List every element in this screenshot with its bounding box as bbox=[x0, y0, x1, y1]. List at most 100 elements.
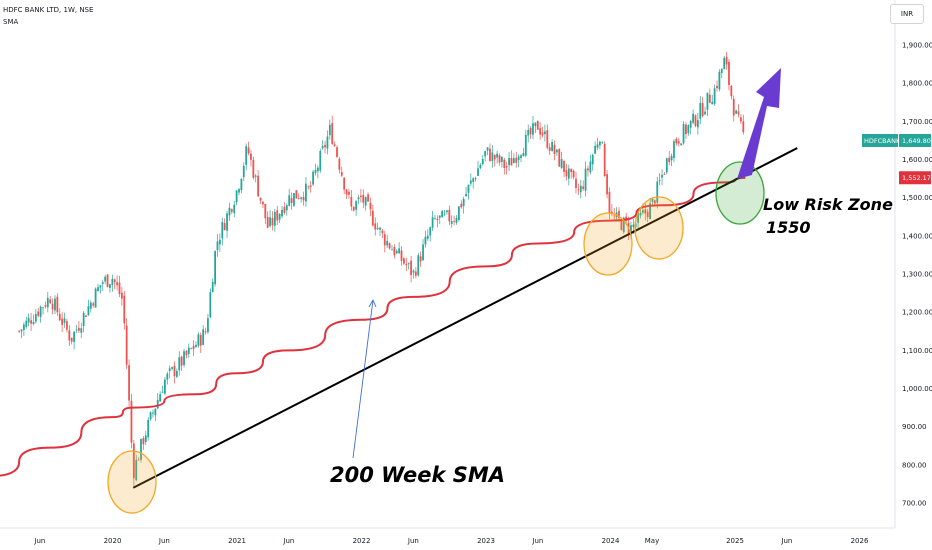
candle-body bbox=[677, 141, 680, 144]
candle-body bbox=[173, 365, 176, 377]
candle-body bbox=[132, 443, 135, 479]
candle-body bbox=[544, 131, 546, 135]
candle-body bbox=[379, 227, 381, 230]
candle-body bbox=[307, 186, 310, 188]
candle-body bbox=[283, 207, 286, 213]
candle-body bbox=[608, 191, 611, 214]
x-tick-label: 2026 bbox=[851, 537, 869, 545]
candle-body bbox=[61, 318, 64, 325]
x-tick-label: 2025 bbox=[726, 537, 744, 545]
candle-body bbox=[309, 185, 312, 187]
candle-body bbox=[281, 209, 283, 217]
candle-body bbox=[742, 121, 745, 133]
candle-body bbox=[230, 209, 233, 212]
candle-body bbox=[288, 195, 291, 206]
candle-body bbox=[130, 400, 133, 443]
candle-body bbox=[250, 153, 252, 160]
candle-body bbox=[718, 71, 721, 90]
currency-button[interactable]: INR bbox=[890, 4, 924, 24]
candle-body bbox=[632, 224, 635, 227]
candle-body bbox=[682, 124, 685, 144]
candle-body bbox=[732, 98, 735, 116]
indicator-label[interactable]: SMA bbox=[3, 18, 19, 26]
candle-body bbox=[501, 157, 503, 162]
y-tick-label: 900.00 bbox=[902, 423, 927, 431]
candle-body bbox=[637, 212, 640, 223]
candle-body bbox=[448, 209, 451, 222]
candle-body bbox=[587, 168, 589, 171]
candle-body bbox=[383, 234, 386, 246]
candle-body bbox=[505, 166, 508, 168]
candle-body bbox=[180, 356, 183, 366]
sma-value-label: 1,552.17 bbox=[902, 174, 931, 182]
candle-body bbox=[32, 321, 35, 324]
candle-body bbox=[321, 146, 324, 149]
candle-body bbox=[295, 190, 298, 199]
y-tick-label: 1,700.00 bbox=[902, 118, 932, 126]
candle-body bbox=[541, 132, 544, 136]
candle-body bbox=[555, 149, 558, 153]
candle-body bbox=[622, 217, 625, 233]
candle-body bbox=[374, 223, 377, 230]
candle-body bbox=[436, 218, 439, 221]
y-tick-label: 1,200.00 bbox=[902, 309, 932, 317]
candle-body bbox=[264, 203, 267, 219]
y-tick-label: 1,600.00 bbox=[902, 156, 932, 164]
candle-body bbox=[687, 125, 690, 134]
candle-body bbox=[481, 158, 484, 165]
candle-body bbox=[723, 57, 726, 70]
candle-body bbox=[515, 157, 518, 163]
candle-body bbox=[92, 303, 95, 306]
candle-body bbox=[570, 168, 573, 173]
candle-body bbox=[708, 94, 711, 103]
candle-body bbox=[319, 150, 322, 171]
candle-body bbox=[111, 278, 114, 285]
candle-body bbox=[271, 217, 274, 226]
candle-body bbox=[238, 189, 240, 193]
candle-body bbox=[467, 184, 470, 193]
sma-pointer-arrowhead bbox=[368, 298, 377, 308]
candle-body bbox=[68, 330, 71, 341]
candle-body bbox=[422, 244, 424, 261]
candle-body bbox=[642, 210, 644, 213]
x-tick-label: May bbox=[645, 537, 659, 545]
candle-body bbox=[572, 170, 575, 178]
candle-body bbox=[116, 282, 119, 286]
candle-body bbox=[680, 143, 683, 146]
candle-body bbox=[276, 210, 279, 221]
candle-body bbox=[735, 110, 738, 114]
candle-body bbox=[730, 85, 733, 97]
candle-body bbox=[558, 149, 561, 167]
candle-body bbox=[350, 196, 353, 207]
candle-body bbox=[42, 307, 44, 309]
up-arrow bbox=[737, 68, 781, 179]
candle-body bbox=[675, 138, 678, 144]
candle-body bbox=[352, 206, 355, 211]
candle-body bbox=[369, 202, 372, 210]
y-tick-label: 800.00 bbox=[902, 461, 927, 469]
price-tags: HDFCBANK 1,649.80 1,552.17 bbox=[862, 133, 931, 185]
candle-body bbox=[70, 337, 73, 342]
candle-body bbox=[496, 153, 499, 158]
candle-body bbox=[147, 419, 150, 438]
candle-body bbox=[673, 141, 675, 158]
candle-body bbox=[226, 213, 228, 231]
candle-body bbox=[166, 373, 169, 380]
candle-body bbox=[44, 305, 47, 307]
candle-body bbox=[668, 157, 671, 163]
candle-body bbox=[536, 121, 539, 130]
candle-body bbox=[532, 123, 534, 135]
candle-body bbox=[223, 223, 226, 231]
candle-body bbox=[598, 141, 601, 146]
candle-body bbox=[577, 189, 580, 191]
candle-body bbox=[18, 330, 21, 332]
y-tick-label: 1,000.00 bbox=[902, 385, 932, 393]
candle-body bbox=[524, 134, 527, 156]
candle-body bbox=[563, 160, 565, 172]
candle-body bbox=[618, 210, 620, 219]
candle-body bbox=[142, 437, 145, 445]
candle-body bbox=[104, 276, 107, 282]
candle-body bbox=[491, 152, 494, 162]
candle-body bbox=[376, 227, 379, 230]
